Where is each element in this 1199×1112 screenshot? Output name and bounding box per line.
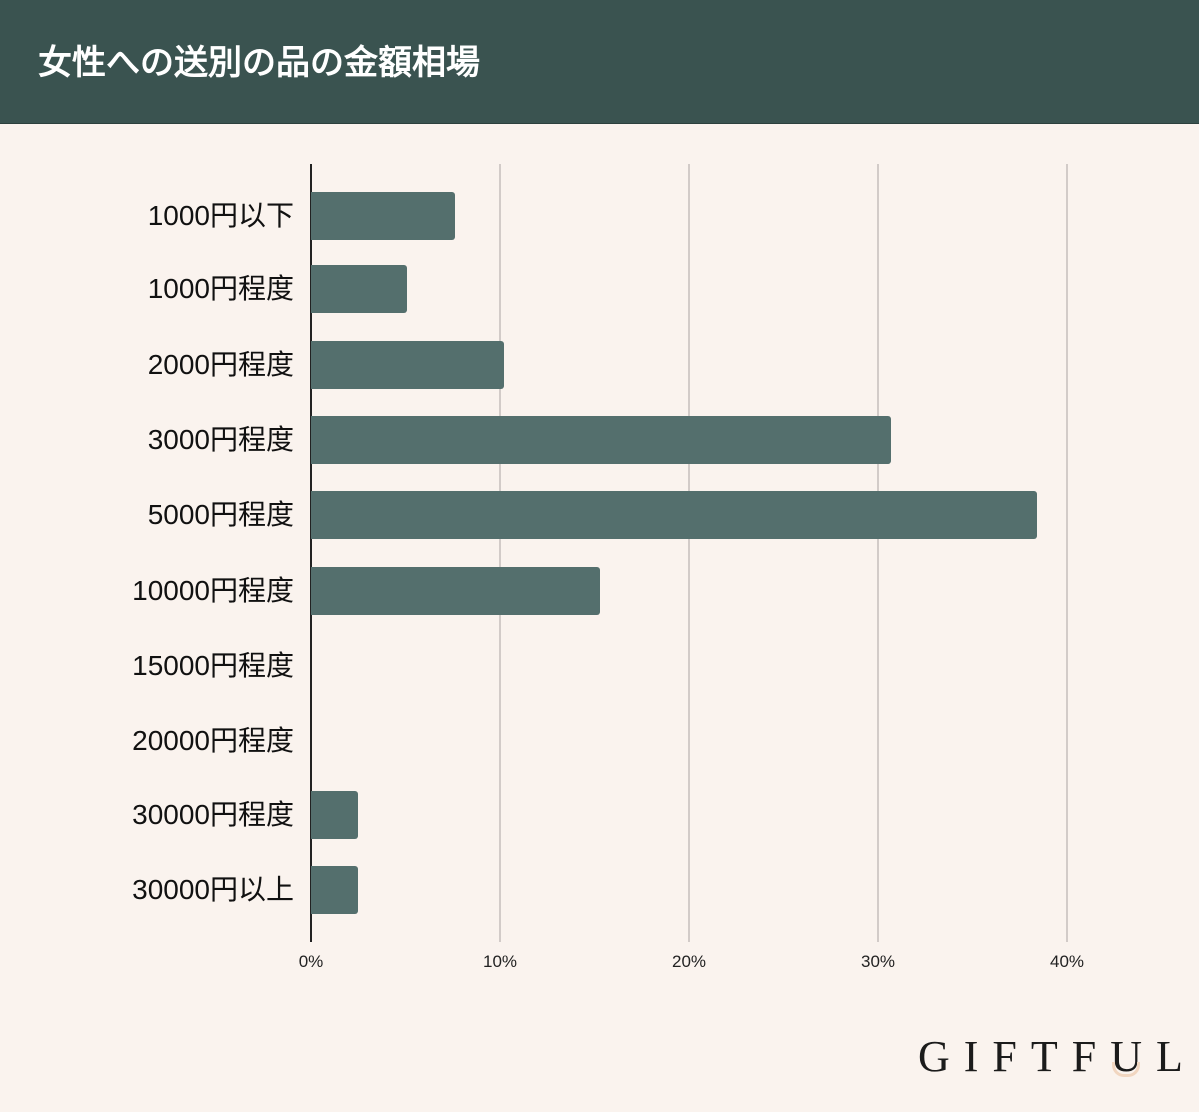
category-label: 5000円程度 [147,499,294,530]
gridline-10 [499,164,501,942]
y-axis-line [310,164,312,942]
category-label: 1000円程度 [147,273,294,304]
category-label: 30000円以上 [132,874,294,905]
gridline-40 [1066,164,1068,942]
x-tick-20: 20% [671,952,707,971]
category-label: 15000円程度 [132,650,294,681]
x-tick-10: 10% [482,952,518,971]
bar [311,416,891,464]
bar [311,567,600,615]
bar [311,866,358,914]
x-tick-30: 30% [860,952,896,971]
bar [311,265,407,313]
category-label: 3000円程度 [147,424,294,455]
gridline-20 [688,164,690,942]
category-label: 2000円程度 [147,349,294,380]
bar [311,491,1037,539]
x-tick-0: 0% [298,952,324,971]
bar [311,791,358,839]
header-bar: 女性への送別の品の金額相場 [0,0,1199,124]
logo-text-end: L [1156,1032,1197,1081]
giftful-logo: GIFTFUL [918,1032,1197,1082]
gridline-30 [877,164,879,942]
bar [311,192,455,240]
category-label: 20000円程度 [132,725,294,756]
category-label: 1000円以下 [147,200,294,231]
category-label: 30000円程度 [132,799,294,830]
logo-letter-u: U [1110,1032,1157,1081]
category-label: 10000円程度 [132,575,294,606]
bar [311,341,504,389]
x-tick-40: 40% [1049,952,1085,971]
logo-text-start: GIFTF [918,1032,1111,1081]
chart-title: 女性への送別の品の金額相場 [38,43,480,83]
